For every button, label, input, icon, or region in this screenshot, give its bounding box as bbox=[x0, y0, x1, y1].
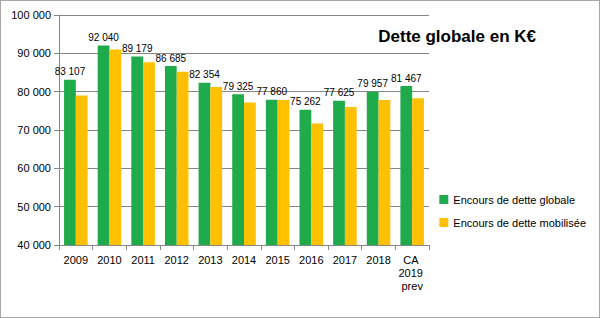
svg-text:89 179: 89 179 bbox=[122, 43, 153, 54]
svg-text:79 325: 79 325 bbox=[223, 81, 254, 92]
svg-text:2019: 2019 bbox=[398, 267, 426, 279]
svg-text:2013: 2013 bbox=[198, 254, 222, 266]
svg-text:Encours de dette globale: Encours de dette globale bbox=[453, 194, 575, 206]
svg-text:92 040: 92 040 bbox=[88, 32, 119, 43]
svg-text:2009: 2009 bbox=[64, 254, 88, 266]
svg-text:2017: 2017 bbox=[333, 254, 357, 266]
svg-text:50 000: 50 000 bbox=[17, 201, 51, 213]
svg-text:82 354: 82 354 bbox=[189, 69, 220, 80]
svg-text:86 685: 86 685 bbox=[156, 53, 187, 64]
svg-text:2011: 2011 bbox=[131, 254, 155, 266]
svg-text:60 000: 60 000 bbox=[17, 162, 51, 174]
svg-text:79 957: 79 957 bbox=[357, 78, 388, 89]
svg-text:CA: CA bbox=[403, 254, 421, 266]
svg-text:80 000: 80 000 bbox=[17, 86, 51, 98]
svg-text:2014: 2014 bbox=[232, 254, 256, 266]
svg-text:2015: 2015 bbox=[265, 254, 289, 266]
svg-text:2018: 2018 bbox=[366, 254, 390, 266]
svg-text:81 467: 81 467 bbox=[391, 73, 422, 84]
svg-text:77 625: 77 625 bbox=[324, 87, 355, 98]
svg-text:70 000: 70 000 bbox=[17, 124, 51, 136]
svg-text:Dette globale en K€: Dette globale en K€ bbox=[378, 27, 536, 46]
svg-text:2016: 2016 bbox=[299, 254, 323, 266]
svg-text:83 107: 83 107 bbox=[55, 66, 86, 77]
svg-text:2010: 2010 bbox=[97, 254, 121, 266]
svg-text:Encours de dette mobilisée: Encours de dette mobilisée bbox=[453, 217, 586, 229]
svg-text:75 262: 75 262 bbox=[290, 96, 321, 107]
svg-text:40 000: 40 000 bbox=[17, 239, 51, 251]
svg-text:prev: prev bbox=[401, 280, 423, 292]
svg-text:100 000: 100 000 bbox=[11, 9, 51, 21]
svg-text:77 860: 77 860 bbox=[256, 86, 287, 97]
svg-text:90 000: 90 000 bbox=[17, 47, 51, 59]
svg-text:2012: 2012 bbox=[164, 254, 188, 266]
